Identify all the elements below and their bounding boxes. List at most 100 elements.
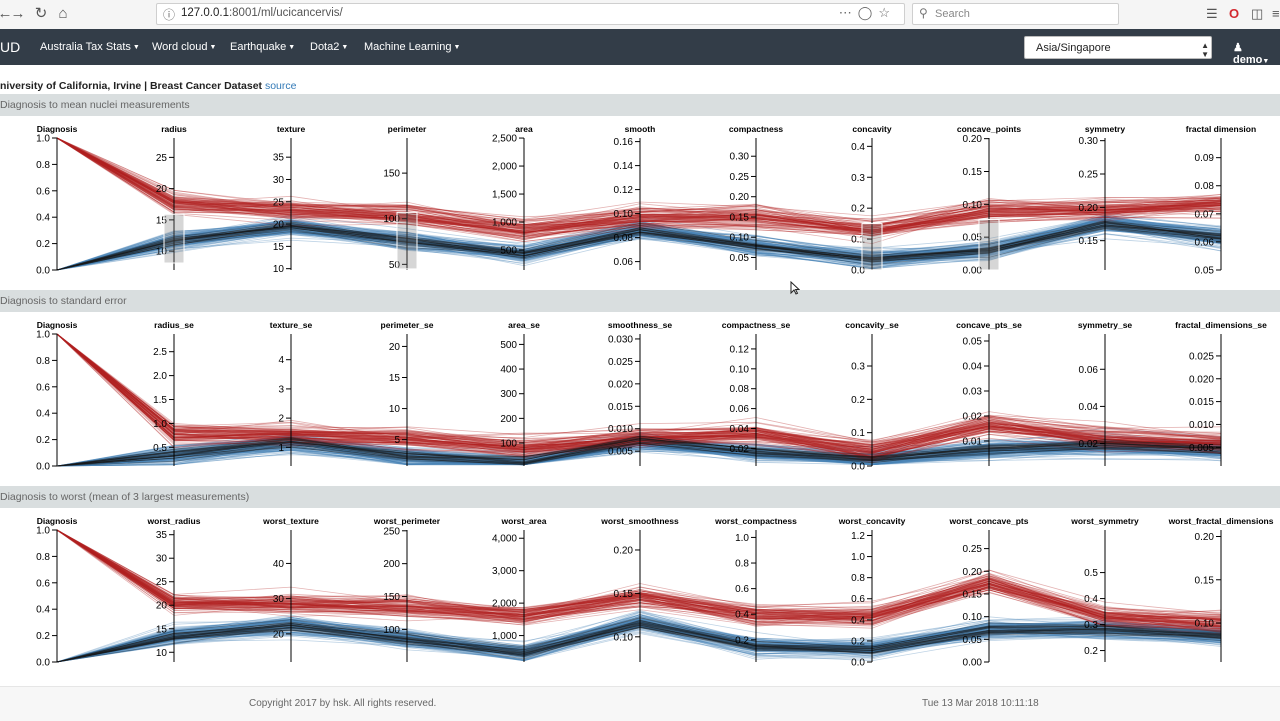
tick-label: 2 bbox=[278, 414, 284, 425]
section-title: Diagnosis to standard error bbox=[0, 295, 127, 307]
axis-worst-smoothness[interactable]: worst_smoothness 0.10 0.15 0.20 bbox=[600, 516, 679, 662]
axis-fractal-dimension[interactable]: fractal dimension 0.05 0.06 0.07 0.08 0.09 bbox=[1186, 124, 1256, 277]
brush-extent[interactable] bbox=[396, 211, 418, 270]
tick-label: 0.02 bbox=[730, 444, 750, 455]
axis-label: worst_compactness bbox=[714, 516, 797, 526]
axis-diagnosis[interactable]: Diagnosis 0.0 0.2 0.4 0.6 0.8 1.0 bbox=[36, 124, 77, 277]
axis-worst-concave-pts[interactable]: worst_concave_pts 0.00 0.05 0.10 0.15 0.20 0.2… bbox=[949, 516, 1029, 669]
info-icon[interactable]: ⓘ bbox=[163, 8, 176, 22]
axis-texture[interactable]: texture 10 15 20 25 30 35 bbox=[273, 124, 306, 275]
nav-word-cloud[interactable]: Word cloud ▼ bbox=[152, 41, 217, 53]
tick-label: 0.05 bbox=[963, 635, 983, 646]
axis-label: radius_se bbox=[154, 320, 194, 330]
tick-label: 0.10 bbox=[963, 200, 983, 211]
axis-concavity-se[interactable]: concavity_se 0.0 0.1 0.2 0.3 bbox=[845, 320, 899, 473]
tick-label: 2.0 bbox=[153, 371, 167, 382]
brand[interactable]: UD bbox=[0, 39, 21, 55]
axis-diagnosis[interactable]: Diagnosis 0.0 0.2 0.4 0.6 0.8 1.0 bbox=[36, 320, 77, 473]
search-bar[interactable]: ⚲ Search bbox=[912, 3, 1119, 25]
tick-label: 20 bbox=[273, 629, 285, 640]
axis-compactness[interactable]: compactness 0.05 0.10 0.15 0.20 0.25 0.30 bbox=[729, 124, 784, 270]
timezone-select[interactable]: Asia/Singapore ▲ ▼ bbox=[1024, 36, 1212, 59]
tick-label: 35 bbox=[273, 153, 285, 164]
forward-icon[interactable]: → bbox=[10, 5, 26, 22]
home-icon[interactable]: ⌂ bbox=[58, 5, 68, 22]
section-header-se: Diagnosis to standard error bbox=[0, 290, 1280, 312]
axis-symmetry[interactable]: symmetry 0.15 0.20 0.25 0.30 bbox=[1079, 124, 1126, 270]
nav-australia-tax-stats[interactable]: Australia Tax Stats ▼ bbox=[40, 41, 140, 53]
source-link[interactable]: source bbox=[264, 80, 297, 92]
axis-worst-symmetry[interactable]: worst_symmetry 0.2 0.3 0.4 0.5 bbox=[1070, 516, 1139, 662]
axis-diagnosis[interactable]: Diagnosis 0.0 0.2 0.4 0.6 0.8 1.0 bbox=[36, 516, 77, 669]
tick-label: 1.0 bbox=[36, 526, 50, 537]
nav-earthquake[interactable]: Earthquake ▼ bbox=[230, 41, 296, 53]
library-icon[interactable]: ☰ bbox=[1206, 6, 1218, 21]
caret-down-icon: ▼ bbox=[132, 44, 140, 51]
menu-icon[interactable]: ≡ bbox=[1272, 6, 1280, 21]
tick-label: 100 bbox=[383, 625, 400, 636]
back-icon[interactable]: ← bbox=[0, 5, 13, 22]
parallel-coordinates-mean[interactable]: Diagnosis 0.0 0.2 0.4 0.6 0.8 1.0 radius 10 15 20 2… bbox=[0, 118, 1280, 286]
data-line bbox=[56, 529, 1222, 623]
axis-worst-area[interactable]: worst_area 1,000 2,000 3,000 4,000 bbox=[492, 516, 547, 662]
axis-worst-compactness[interactable]: worst_compactness 0.2 0.4 0.6 0.8 1.0 bbox=[714, 516, 797, 662]
opera-icon[interactable]: O bbox=[1229, 6, 1240, 21]
tick-label: 0.2 bbox=[36, 631, 50, 642]
axis-symmetry-se[interactable]: symmetry_se 0.02 0.04 0.06 bbox=[1078, 320, 1133, 466]
axis-label: area bbox=[515, 124, 533, 134]
tick-label: 0.10 bbox=[730, 364, 750, 375]
tick-label: 0.05 bbox=[1195, 266, 1215, 277]
axis-compactness-se[interactable]: compactness_se 0.02 0.04 0.06 0.08 0.10 0.12 bbox=[722, 320, 791, 466]
parallel-coordinates-worst[interactable]: Diagnosis 0.0 0.2 0.4 0.6 0.8 1.0 worst_radius 1… bbox=[0, 510, 1280, 678]
nav-dota2[interactable]: Dota2 ▼ bbox=[310, 41, 349, 53]
axis-concave-points[interactable]: concave_points 0.00 0.05 0.10 0.15 0.20 bbox=[957, 124, 1022, 277]
axis-label: fractal dimension bbox=[1186, 124, 1256, 134]
nav-machine-learning[interactable]: Machine Learning ▼ bbox=[364, 41, 461, 53]
axis-perimeter-se[interactable]: perimeter_se 5 10 15 20 bbox=[381, 320, 434, 466]
tick-label: 0.4 bbox=[735, 610, 749, 621]
brush-extent[interactable] bbox=[163, 213, 185, 264]
data-line bbox=[56, 137, 1222, 233]
tick-label: 20 bbox=[156, 184, 168, 195]
axis-worst-radius[interactable]: worst_radius 10 15 20 25 30 35 bbox=[147, 516, 201, 662]
tick-label: 1,500 bbox=[492, 190, 517, 201]
axis-radius-se[interactable]: radius_se 0.5 1.0 1.5 2.0 2.5 bbox=[153, 320, 194, 466]
caret-down-icon: ▼ bbox=[453, 44, 461, 51]
tick-label: 0.07 bbox=[1195, 209, 1215, 220]
axis-area-se[interactable]: area_se 100 200 300 400 500 bbox=[500, 320, 540, 466]
url-bar[interactable]: ⓘ 127.0.0.1:8001/ml/ucicancervis/ ⋯◯☆ bbox=[156, 3, 905, 25]
tick-label: 0.5 bbox=[153, 443, 167, 454]
reload-icon[interactable]: ↻ bbox=[34, 5, 48, 22]
tick-label: 10 bbox=[389, 404, 401, 415]
axis-worst-fractal-dimensions[interactable]: worst_fractal_dimensions 0.10 0.15 0.20 bbox=[1168, 516, 1274, 662]
brush-extent[interactable] bbox=[978, 218, 1000, 271]
tick-label: 0.020 bbox=[608, 379, 633, 390]
axis-worst-perimeter[interactable]: worst_perimeter 100 150 200 250 bbox=[373, 516, 441, 662]
sidebar-icon[interactable]: ◫ bbox=[1251, 6, 1264, 21]
tick-label: 0.04 bbox=[963, 362, 983, 373]
axis-label: symmetry bbox=[1085, 124, 1125, 134]
tick-label: 1 bbox=[278, 443, 284, 454]
axis-concave-pts-se[interactable]: concave_pts_se 0.01 0.02 0.03 0.04 0.05 bbox=[956, 320, 1022, 466]
user-menu[interactable]: ♟ demo▼ bbox=[1233, 42, 1270, 66]
axis-texture-se[interactable]: texture_se 1 2 3 4 bbox=[270, 320, 313, 466]
axis-area[interactable]: area 500 1,000 1,500 2,000 2,500 bbox=[492, 124, 533, 270]
search-icon: ⚲ bbox=[919, 6, 928, 20]
tick-label: 0.1 bbox=[851, 235, 865, 246]
axis-smooth[interactable]: smooth 0.06 0.08 0.10 0.12 0.14 0.16 bbox=[614, 124, 656, 270]
axis-radius[interactable]: radius 10 15 20 25 bbox=[156, 124, 187, 270]
axis-worst-concavity[interactable]: worst_concavity 0.0 0.2 0.4 0.6 0.8 1.0 1.2 bbox=[838, 516, 906, 669]
tick-label: 0.2 bbox=[851, 636, 865, 647]
axis-concavity[interactable]: concavity 0.0 0.1 0.2 0.3 0.4 bbox=[851, 124, 892, 277]
axis-smoothness-se[interactable]: smoothness_se 0.005 0.010 0.015 0.020 0.025 0.… bbox=[608, 320, 673, 466]
brush-extent[interactable] bbox=[861, 223, 883, 271]
axis-perimeter[interactable]: perimeter 50 100 150 bbox=[383, 124, 427, 271]
tick-label: 0.0 bbox=[851, 462, 865, 473]
section-header-mean: Diagnosis to mean nuclei measurements bbox=[0, 94, 1280, 116]
tick-label: 0.15 bbox=[614, 589, 634, 600]
axis-worst-texture[interactable]: worst_texture 20 30 40 bbox=[262, 516, 319, 662]
page-actions-icon[interactable]: ⋯◯☆ bbox=[838, 5, 896, 20]
axis-fractal-dimensions-se[interactable]: fractal_dimensions_se 0.005 0.010 0.015 0.02… bbox=[1175, 320, 1267, 466]
tick-label: 0.10 bbox=[614, 209, 634, 220]
parallel-coordinates-se[interactable]: Diagnosis 0.0 0.2 0.4 0.6 0.8 1.0 radius_se 0.5 1… bbox=[0, 314, 1280, 482]
